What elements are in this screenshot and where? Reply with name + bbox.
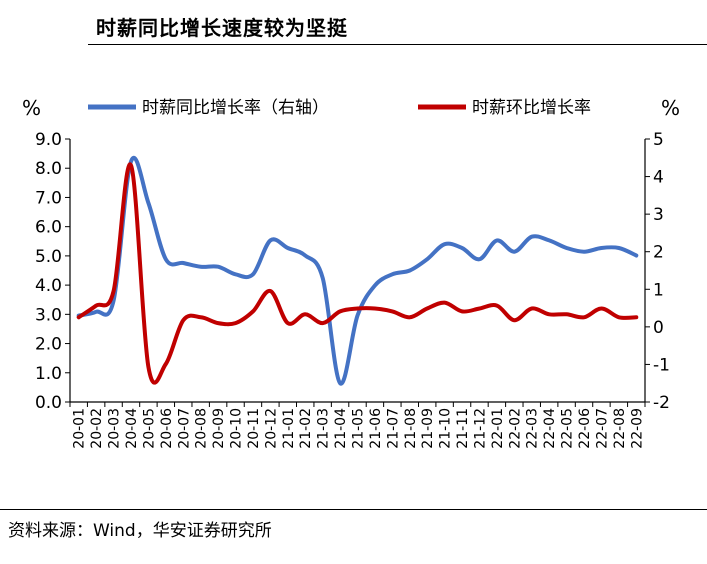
x-tick-label: 21-05 [351,408,367,449]
series-line-2 [76,162,639,385]
left-axis-unit: % [22,96,41,120]
series-line-1 [76,156,639,386]
x-tick-label: 22-02 [507,408,523,449]
x-tick-label: 20-05 [141,408,157,449]
x-tick-label: 22-03 [525,408,541,449]
x-tick-label: 20-12 [263,408,279,449]
x-tick-label: 21-04 [333,408,349,449]
left-tick-label: 3.0 [35,305,62,325]
x-tick-label: 21-08 [403,408,419,449]
right-tick-label: 1 [653,280,664,300]
x-tick-label: 21-03 [316,408,332,449]
right-tick-label: 2 [653,243,664,263]
x-tick-label: 22-05 [560,408,576,449]
right-tick-label: 5 [653,130,664,150]
series-lines [76,156,639,386]
wage-growth-chart: 时薪同比增长率（右轴） 时薪环比增长率 % % 0.0 1.0 2.0 3.0 4.0 5.… [22,96,680,449]
x-tick-label: 20-04 [124,408,140,449]
right-tick-label: 3 [653,205,664,225]
left-tick-label: 4.0 [35,276,62,296]
x-tick-label: 20-09 [211,408,227,449]
x-tick-label: 21-10 [438,408,454,449]
legend-label-2: 时薪环比增长率 [472,98,591,118]
legend-label-1: 时薪同比增长率（右轴） [142,98,329,118]
x-tick-label: 20-02 [89,408,105,449]
left-tick-label: 8.0 [35,159,62,179]
x-tick-label: 22-06 [577,408,593,449]
left-tick-label: 1.0 [35,364,62,384]
x-tick-label: 21-06 [368,408,384,449]
x-tick-label: 22-09 [629,408,645,449]
x-tick-label: 21-11 [455,408,471,449]
legend: 时薪同比增长率（右轴） 时薪环比增长率 [88,98,591,118]
x-tick-label: 22-08 [612,408,628,449]
x-tick-label: 20-06 [159,408,175,449]
right-tick-label: -1 [653,355,670,375]
right-tick-label: -2 [653,393,670,413]
left-tick-label: 0.0 [35,393,62,413]
source-note: 资料来源：Wind，华安证券研究所 [8,521,272,541]
x-tick-label: 21-12 [472,408,488,449]
left-tick-label: 5.0 [35,247,62,267]
x-tick-label: 20-01 [72,408,88,449]
left-tick-label: 6.0 [35,218,62,238]
x-tick-label: 21-09 [420,408,436,449]
axes: 0.0 1.0 2.0 3.0 4.0 5.0 6.0 7.0 8.0 9.0 -2 -1 0 1 2 3 4 5… [35,130,670,449]
x-tick-label: 22-01 [490,408,506,449]
page-title: 时薪同比增长速度较为坚挺 [96,16,348,40]
x-tick-label: 22-07 [594,408,610,449]
right-tick-label: 0 [653,318,664,338]
left-tick-label: 7.0 [35,188,62,208]
x-tick-label: 20-03 [107,408,123,449]
x-tick-label: 21-02 [298,408,314,449]
right-tick-label: 4 [653,168,664,188]
x-tick-label: 20-10 [229,408,245,449]
right-axis-unit: % [661,96,680,120]
x-tick-label: 21-07 [385,408,401,449]
x-tick-label: 22-04 [542,408,558,449]
x-tick-label: 20-11 [246,408,262,449]
left-tick-label: 9.0 [35,130,62,150]
source-divider [0,509,707,510]
x-tick-label: 20-07 [176,408,192,449]
x-tick-label: 21-01 [281,408,297,449]
left-tick-label: 2.0 [35,335,62,355]
x-tick-label: 20-08 [194,408,210,449]
title-underline [88,44,707,45]
